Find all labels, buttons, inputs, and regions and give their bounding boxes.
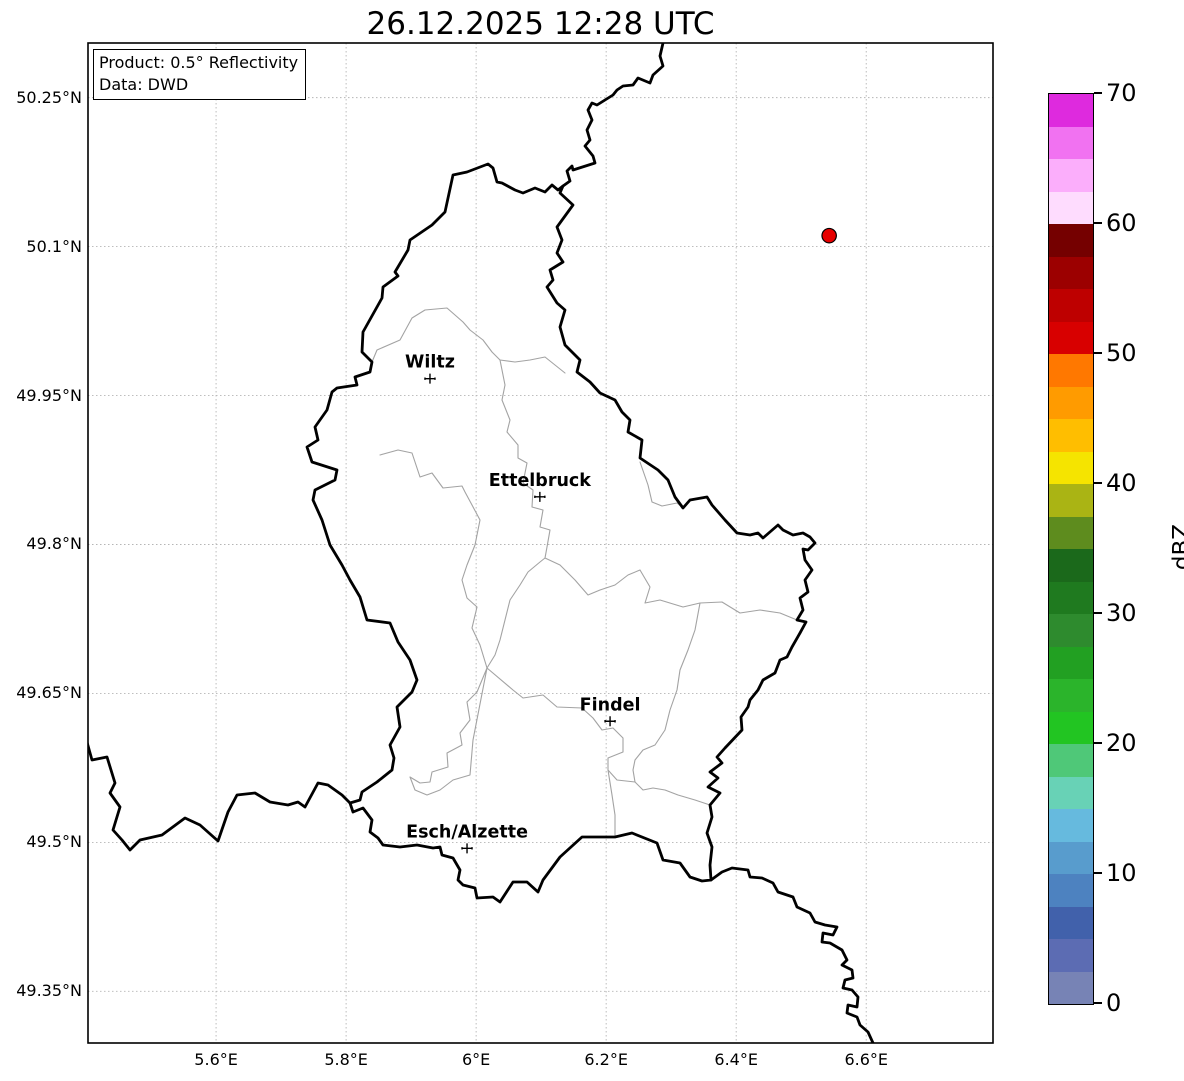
colorbar-segment	[1049, 159, 1093, 192]
colorbar-segment	[1049, 646, 1093, 679]
colorbar-segment	[1049, 321, 1093, 354]
x-tick-label: 5.8°E	[324, 1050, 368, 1069]
product-info-line1: Product: 0.5° Reflectivity	[99, 53, 299, 72]
district-border	[371, 307, 566, 374]
city-label: Findel	[580, 695, 641, 715]
city-marker-group: Wiltz	[405, 353, 455, 384]
colorbar-tick-label: 0	[1106, 989, 1122, 1017]
colorbar-tick-mark	[1093, 612, 1102, 614]
colorbar-tick-label: 50	[1106, 339, 1137, 367]
colorbar-segment	[1049, 939, 1093, 972]
colorbar-segment	[1049, 581, 1093, 614]
y-tick-label: 50.1°N	[26, 236, 82, 256]
city-label: Wiltz	[405, 353, 455, 373]
colorbar	[1048, 93, 1094, 1005]
radar-detection-dot	[821, 227, 837, 244]
district-border	[632, 602, 701, 783]
city-plus-icon	[461, 843, 473, 854]
district-border	[607, 769, 616, 838]
district-border	[379, 449, 488, 669]
colorbar-segment	[1049, 484, 1093, 517]
colorbar-segment	[1049, 451, 1093, 484]
product-info-box: Product: 0.5° Reflectivity Data: DWD	[93, 49, 307, 101]
colorbar-segment	[1049, 906, 1093, 939]
city-marker-group: Esch/Alzette	[406, 822, 528, 854]
colorbar-segment	[1049, 191, 1093, 224]
colorbar-tick-mark	[1093, 742, 1102, 744]
x-tick-label: 6.2°E	[584, 1050, 628, 1069]
country-borders	[88, 43, 875, 1043]
colorbar-tick-mark	[1093, 92, 1102, 94]
country-border-luxembourg	[305, 162, 817, 904]
x-tick-label: 6.4°E	[714, 1050, 758, 1069]
colorbar-segment	[1049, 256, 1093, 289]
colorbar-segment	[1049, 516, 1093, 549]
plot-frame	[87, 42, 994, 1044]
colorbar-segment	[1049, 614, 1093, 647]
colorbar-tick-label: 20	[1106, 729, 1137, 757]
district-border	[639, 461, 684, 509]
colorbar-segment	[1049, 809, 1093, 842]
colorbar-tick-mark	[1093, 222, 1102, 224]
district-border	[544, 557, 798, 621]
y-tick-label: 49.35°N	[16, 981, 82, 1001]
y-tick-label: 49.5°N	[26, 832, 82, 852]
colorbar-segment	[1049, 874, 1093, 907]
city-marker-group: Findel	[580, 695, 641, 727]
y-tick-label: 50.25°N	[16, 87, 82, 107]
district-border	[409, 667, 488, 796]
district-borders	[371, 307, 798, 838]
colorbar-segment	[1049, 776, 1093, 809]
colorbar-tick-label: 30	[1106, 599, 1137, 627]
colorbar-tick-label: 10	[1106, 859, 1137, 887]
colorbar-segment	[1049, 679, 1093, 712]
colorbar-tick-mark	[1093, 1002, 1102, 1004]
figure-title: 26.12.2025 12:28 UTC	[366, 6, 715, 42]
city-marker-group: Ettelbruck	[489, 471, 592, 502]
x-tick-label: 5.6°E	[194, 1050, 238, 1069]
y-tick-label: 49.8°N	[26, 534, 82, 554]
country-border-be-de	[561, 43, 665, 188]
colorbar-segment	[1049, 549, 1093, 582]
colorbar-segment	[1049, 94, 1093, 127]
district-border	[486, 667, 711, 806]
country-border-fr-de	[709, 866, 875, 1043]
colorbar-tick-mark	[1093, 872, 1102, 874]
city-plus-icon	[534, 491, 546, 502]
colorbar-tick-label: 40	[1106, 469, 1137, 497]
y-tick-label: 49.65°N	[16, 683, 82, 703]
colorbar-tick-label: 60	[1106, 209, 1137, 237]
colorbar-segment	[1049, 711, 1093, 744]
city-label: Esch/Alzette	[406, 822, 528, 842]
colorbar-segment	[1049, 289, 1093, 322]
colorbar-segment	[1049, 386, 1093, 419]
x-tick-label: 6.6°E	[844, 1050, 888, 1069]
colorbar-tick-label: 70	[1106, 79, 1137, 107]
colorbar-segment	[1049, 224, 1093, 257]
colorbar-segment	[1049, 354, 1093, 387]
colorbar-axis-label: dBZ	[1169, 523, 1184, 571]
colorbar-tick-mark	[1093, 482, 1102, 484]
x-tick-label: 6°E	[461, 1050, 491, 1069]
marker-layer: Wiltz Ettelbruck Findel Esch/Alzette	[405, 227, 837, 854]
colorbar-segment	[1049, 971, 1093, 1004]
colorbar-tick-mark	[1093, 352, 1102, 354]
grid-layer	[88, 43, 993, 1043]
colorbar-segment	[1049, 744, 1093, 777]
colorbar-segment	[1049, 841, 1093, 874]
y-tick-label: 49.95°N	[16, 385, 82, 405]
product-info-line2: Data: DWD	[99, 75, 189, 95]
city-label: Ettelbruck	[489, 471, 592, 491]
city-plus-icon	[604, 716, 616, 727]
colorbar-segment	[1049, 126, 1093, 159]
district-border	[486, 359, 551, 669]
city-plus-icon	[424, 373, 436, 384]
colorbar-segment	[1049, 419, 1093, 452]
country-border-fr-be	[88, 740, 352, 852]
